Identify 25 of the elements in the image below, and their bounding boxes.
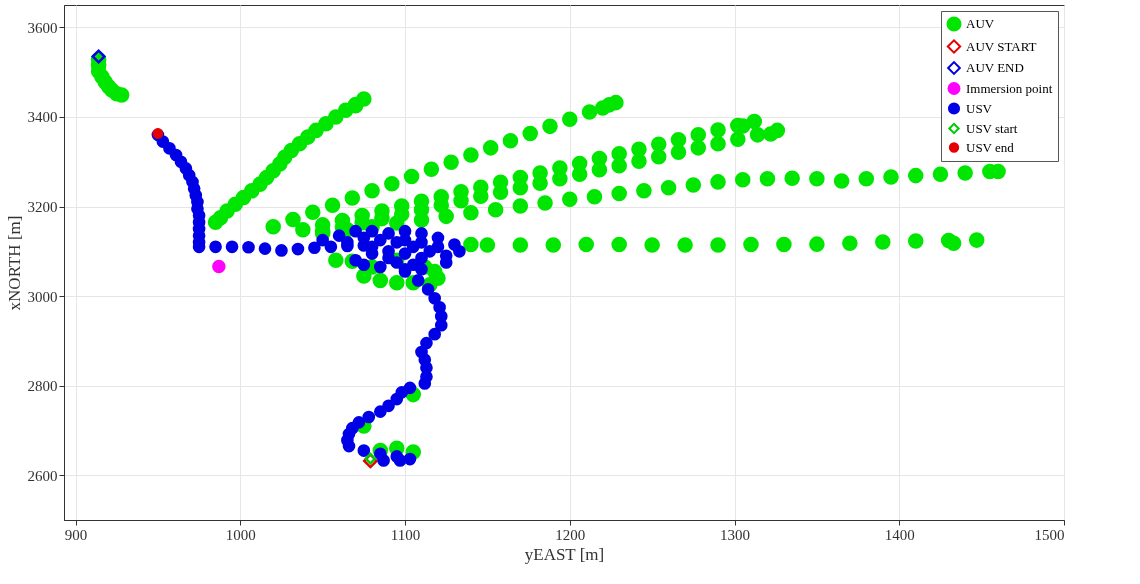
x-axis-title: yEAST [m] [524, 544, 605, 564]
point [212, 259, 226, 274]
y-tick-label: 3000 [27, 288, 58, 305]
point [91, 49, 106, 64]
y-tick-label: 3600 [27, 19, 58, 36]
x-tick-label: 1300 [720, 526, 751, 543]
y-axis-title: xNORTH [m] [4, 215, 24, 311]
point [364, 452, 377, 465]
x-tick-label: 900 [64, 526, 88, 543]
x-tick-label: 1000 [225, 526, 256, 543]
legend-label: AUV END [966, 60, 1024, 75]
x-tick-label: 1100 [390, 526, 421, 543]
x-tick-label: 1500 [1034, 526, 1065, 543]
y-tick-label: 2600 [27, 467, 58, 484]
legend-label: USV [966, 100, 993, 116]
legend-label: USV end [966, 139, 1015, 155]
legend-label: Immersion point [966, 80, 1053, 96]
legend-label: AUV START [966, 38, 1037, 54]
legend-label: USV start [966, 120, 1018, 136]
x-tick-label: 1400 [884, 526, 915, 543]
y-tick-label: 2800 [27, 378, 58, 395]
x-tick-label: 1200 [555, 526, 586, 543]
y-tick-label: 3200 [27, 199, 58, 216]
y-tick-label: 3400 [27, 109, 58, 126]
legend-label: AUV [966, 16, 995, 31]
